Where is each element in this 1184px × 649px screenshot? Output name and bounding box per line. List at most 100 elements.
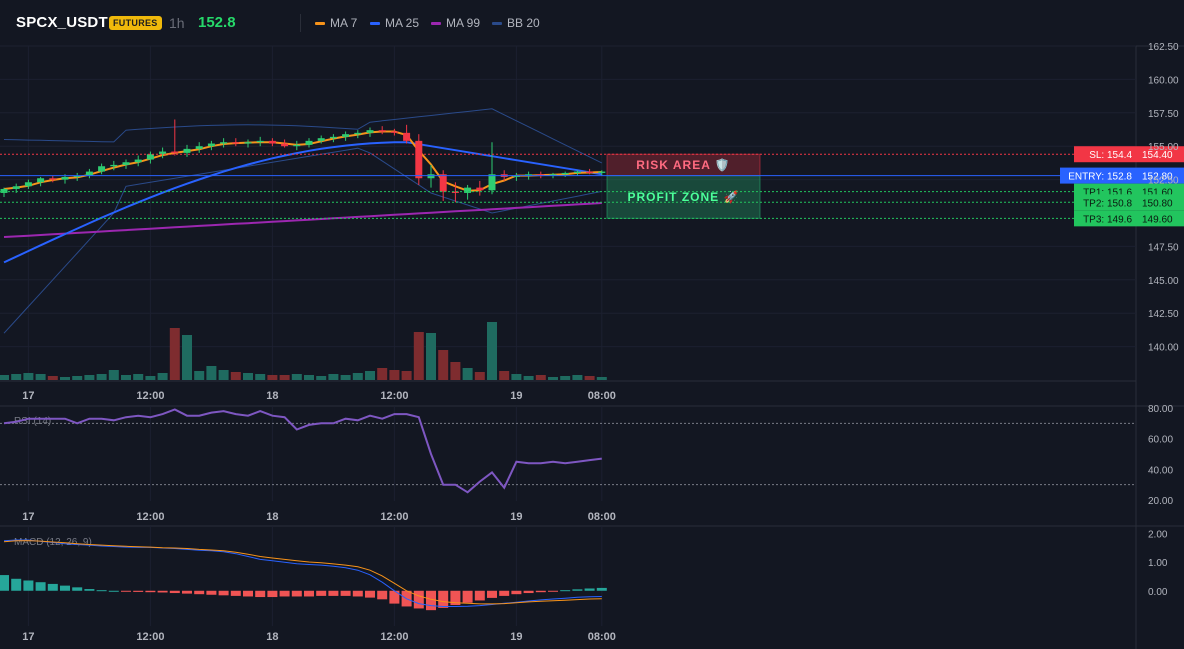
volume-bar — [60, 377, 70, 380]
macd-histogram-bar — [243, 590, 253, 597]
price-axis-tick: 147.50 — [1148, 242, 1179, 253]
ma7-line — [3, 130, 602, 192]
macd-histogram-bar — [450, 590, 461, 606]
volume-bar — [169, 328, 180, 380]
macd-axis-tick: 1.00 — [1148, 558, 1168, 569]
candle-body — [598, 171, 606, 173]
macd-histogram-bar — [255, 590, 266, 598]
macd-histogram-bar — [84, 589, 95, 591]
legend-ma99[interactable]: MA 99 — [431, 16, 480, 30]
volume-bar — [487, 322, 497, 380]
candle-body — [451, 191, 459, 193]
candle-body — [378, 130, 386, 132]
candle-body — [195, 146, 203, 149]
volume-bar — [413, 332, 424, 380]
rsi-title: RSI (14) — [14, 416, 51, 427]
main-x-tick: 08:00 — [588, 390, 616, 402]
candle-body — [317, 138, 325, 141]
level-tag-label: SL: 154.4 — [1089, 150, 1132, 161]
macd-axis-tick: 2.00 — [1148, 530, 1168, 541]
volume-bar — [145, 376, 156, 380]
candle-body — [73, 175, 81, 177]
candle-body — [561, 172, 569, 175]
price-axis-tag-label: 154.40 — [1142, 150, 1173, 161]
macd-histogram-bar — [511, 590, 522, 595]
level-tag-label: ENTRY: 152.8 — [1068, 172, 1132, 183]
bb-lower-line — [3, 147, 602, 334]
last-price: 152.8 — [198, 14, 236, 31]
price-axis-tag-label: 149.60 — [1142, 214, 1173, 225]
candle-body — [24, 182, 32, 187]
macd-histogram-bar — [206, 590, 217, 595]
candle-body — [37, 178, 45, 183]
volume-bar — [462, 368, 473, 380]
candle-body — [61, 176, 69, 180]
candle-body — [464, 187, 472, 193]
header-divider — [300, 14, 301, 32]
legend-bb20[interactable]: BB 20 — [492, 16, 540, 30]
volume-bar — [560, 376, 571, 380]
macd-histogram-bar — [182, 590, 192, 594]
chart-header: SPCX_USDT FUTURES 1h 152.8 MA 7 MA 25 MA… — [0, 0, 1184, 46]
macd-histogram-bar — [230, 590, 241, 596]
candle-body — [244, 142, 252, 144]
volume-bar — [72, 376, 83, 380]
candle-body — [49, 178, 57, 180]
macd-histogram-bar — [316, 590, 327, 596]
macd-histogram-bar — [365, 590, 375, 598]
macd-histogram-bar — [60, 585, 70, 591]
rsi-x-tick: 18 — [266, 511, 278, 523]
level-tag — [1074, 146, 1136, 163]
ma7-swatch-icon — [315, 21, 325, 25]
candle-body — [220, 142, 228, 144]
candle-body — [439, 174, 447, 192]
candle-body — [403, 132, 411, 141]
macd-histogram-bar — [474, 590, 485, 601]
price-axis-tag — [1136, 210, 1184, 227]
candle-body — [390, 131, 398, 133]
candle-body — [134, 159, 142, 163]
macd-histogram-bar — [169, 590, 180, 594]
rsi-x-tick: 12:00 — [380, 511, 408, 523]
candle-body — [122, 162, 130, 165]
candle-body — [329, 136, 337, 139]
macd-histogram-bar — [121, 590, 131, 592]
symbol-label[interactable]: SPCX_USDT — [16, 14, 108, 31]
legend-ma25[interactable]: MA 25 — [370, 16, 419, 30]
volume-bar — [474, 372, 485, 380]
macd-x-tick: 12:00 — [136, 631, 164, 643]
volume-bar — [0, 375, 9, 380]
bb-upper-line — [3, 108, 603, 164]
volume-bar — [328, 374, 339, 380]
candle-body — [537, 174, 545, 176]
price-axis-tag — [1136, 167, 1184, 184]
volume-bar — [255, 374, 266, 380]
volume-bar — [401, 371, 412, 380]
volume-bar — [572, 375, 583, 380]
price-axis-tick: 142.50 — [1148, 309, 1179, 320]
legend-ma7[interactable]: MA 7 — [315, 16, 357, 30]
price-axis-tick: 157.50 — [1148, 109, 1179, 120]
macd-histogram-bar — [462, 590, 473, 603]
volume-bar — [499, 371, 510, 380]
candle-body — [256, 140, 264, 143]
volume-bar — [279, 375, 290, 380]
level-tag — [1074, 210, 1136, 227]
candle-body — [488, 174, 496, 191]
timeframe-label[interactable]: 1h — [169, 15, 185, 31]
volume-bar — [584, 376, 595, 380]
macd-histogram-bar — [548, 590, 558, 592]
volume-bar — [182, 335, 192, 380]
macd-histogram-bar — [0, 575, 9, 591]
volume-bar — [11, 374, 22, 380]
macd-histogram-bar — [352, 590, 363, 597]
macd-axis-tick: 0.00 — [1148, 587, 1168, 598]
rsi-axis-tick: 20.00 — [1148, 496, 1173, 507]
volume-bar — [304, 375, 314, 380]
level-tag — [1074, 194, 1136, 211]
legend-ma99-label: MA 99 — [446, 16, 481, 30]
macd-signal-line — [3, 540, 602, 605]
rsi-x-tick: 17 — [22, 511, 34, 523]
rsi-line — [3, 408, 602, 494]
